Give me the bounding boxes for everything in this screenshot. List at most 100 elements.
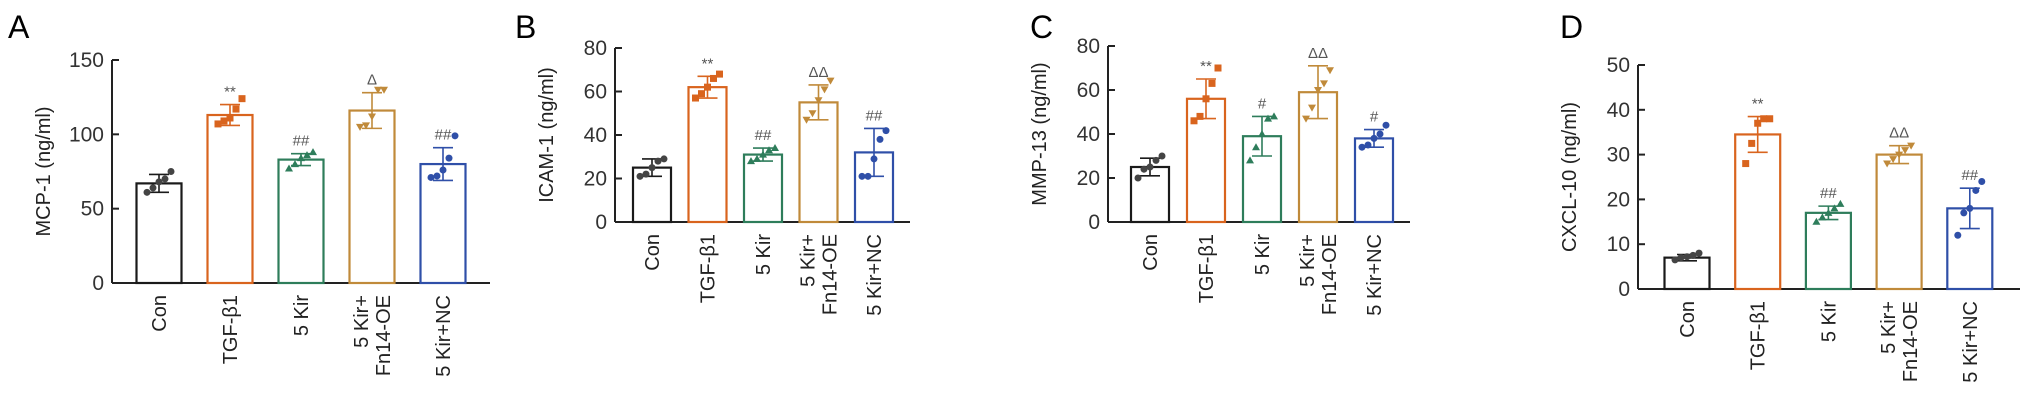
data-point [356, 123, 364, 131]
data-point [1364, 141, 1372, 149]
data-point [716, 70, 723, 78]
data-point [1258, 130, 1266, 137]
data-point [1134, 174, 1142, 182]
significance-mark: ΔΔ [1889, 125, 1909, 142]
panel-C: C 0 20 40 60 80 MMP-13 (ng/ml) Con ** TGF-β1 #5 Ki… [1029, 9, 1410, 316]
data-point [1190, 117, 1198, 125]
significance-mark: ## [755, 127, 772, 144]
x-tick-label: 5 Kir+NC [864, 234, 886, 316]
data-point [1766, 115, 1774, 123]
significance-mark: ## [293, 133, 310, 150]
y-tick-label: 50 [1607, 54, 1630, 77]
panel-A: A 0 50 100 150 MCP-1 (ng/ml) Con ** TGF-β1 ## 5 Ki… [8, 9, 490, 377]
data-point [753, 154, 761, 162]
data-point [214, 120, 222, 128]
data-point [167, 168, 175, 175]
data-point [864, 172, 872, 180]
x-tick-label: TGF-β1 [1748, 301, 1770, 370]
data-point [143, 188, 151, 196]
data-point [1382, 121, 1390, 129]
data-point [698, 90, 705, 98]
x-tick-label-line: TGF-β1 [1748, 301, 1770, 370]
data-point [1264, 114, 1272, 122]
y-axis-label: ICAM-1 (ng/ml) [536, 67, 558, 203]
y-tick-label: 30 [1607, 144, 1630, 167]
data-point [1671, 256, 1679, 264]
y-tick-label: 20 [1607, 188, 1630, 211]
data-point [1146, 163, 1154, 171]
x-tick-label-line: 5 Kir [291, 295, 313, 336]
panel-label: D [1560, 9, 1583, 45]
y-axis-label: MMP-13 (ng/ml) [1029, 62, 1051, 205]
y-tick-label: 150 [69, 49, 104, 72]
data-point [1158, 152, 1166, 160]
data-point [451, 132, 459, 140]
data-point [704, 83, 711, 91]
bar [1734, 133, 1782, 291]
significance-mark: ** [1200, 58, 1212, 75]
data-point [802, 116, 811, 124]
x-tick-label-line: 5 Kir+NC [433, 295, 455, 377]
y-tick-label: 0 [1618, 278, 1630, 301]
y-tick-label: 80 [584, 37, 607, 60]
y-tick-label: 80 [1077, 35, 1100, 58]
data-point [362, 122, 370, 130]
data-point [1252, 143, 1260, 151]
x-tick-label-line: Con [1140, 234, 1162, 271]
x-tick-label-line: 5 Kir+NC [1364, 234, 1386, 316]
x-tick-label-line: 5 Kir+ [1878, 301, 1900, 354]
significance-mark: ## [1961, 167, 1978, 184]
data-point [1824, 208, 1833, 216]
data-point [1972, 186, 1980, 194]
data-point [380, 86, 388, 94]
data-point [642, 170, 650, 178]
data-point [368, 113, 376, 121]
y-tick-label: 40 [1607, 99, 1630, 122]
data-point [1742, 160, 1750, 168]
data-point [297, 154, 305, 162]
y-tick-label: 50 [81, 198, 104, 221]
data-point [1966, 204, 1974, 212]
significance-mark: ## [866, 107, 883, 124]
x-tick-label: TGF-β1 [698, 234, 720, 303]
data-point [1907, 142, 1916, 150]
x-tick-label-line: Fn14-OE [820, 234, 842, 315]
y-axis-label: MCP-1 (ng/ml) [33, 106, 55, 236]
data-point [710, 74, 717, 82]
data-point [155, 178, 163, 186]
data-point [876, 135, 884, 143]
x-tick-label-line: Fn14-OE [373, 295, 395, 376]
x-tick-label: 5 Kir+Fn14-OE [1878, 301, 1922, 382]
y-tick-label: 20 [1077, 167, 1100, 190]
data-point [427, 173, 435, 181]
x-tick-label: TGF-β1 [220, 295, 242, 364]
x-tick-label: 5 Kir+Fn14-OE [351, 295, 395, 376]
data-point [1818, 213, 1827, 221]
data-point [445, 154, 453, 162]
data-point [1689, 251, 1697, 259]
y-tick-label: 10 [1607, 233, 1630, 256]
data-point [433, 172, 441, 180]
y-tick-label: 20 [584, 168, 607, 191]
x-tick-label-line: 5 Kir+ [1297, 234, 1319, 287]
data-point [149, 184, 157, 192]
bar [135, 182, 183, 285]
y-tick-label: 0 [92, 272, 104, 295]
data-point [636, 172, 644, 180]
x-tick-label-line: Con [149, 295, 171, 332]
data-point [1358, 143, 1366, 151]
bar [1353, 137, 1395, 224]
data-point [1901, 147, 1910, 155]
data-point [771, 144, 779, 152]
panel-label: A [8, 9, 30, 45]
data-point [1196, 112, 1204, 120]
bar [687, 86, 728, 224]
y-tick-label: 0 [1088, 211, 1100, 234]
data-point [870, 155, 878, 163]
data-point [1889, 156, 1898, 164]
data-point [1960, 209, 1968, 217]
data-point [238, 95, 246, 103]
data-point [814, 97, 823, 105]
data-point [765, 146, 773, 154]
data-point [1326, 67, 1334, 75]
